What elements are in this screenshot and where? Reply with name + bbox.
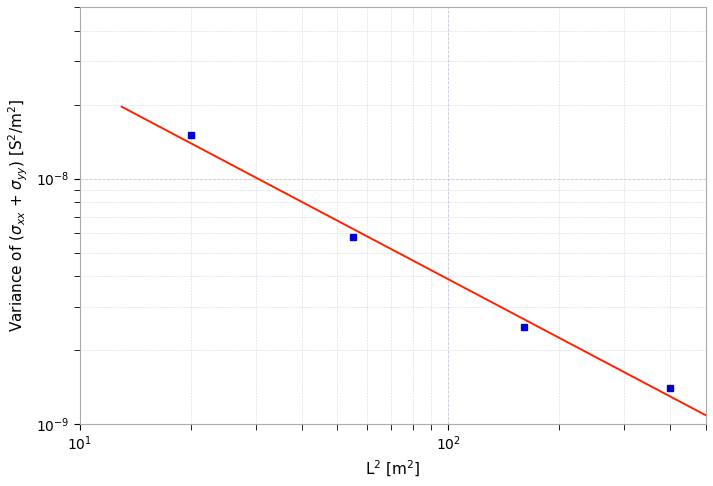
Y-axis label: Variance of ($\sigma_{xx}$ + $\sigma_{yy}$) [S$^2$/m$^2$]: Variance of ($\sigma_{xx}$ + $\sigma_{yy… [7,99,30,332]
X-axis label: L$^2$ [m$^2$]: L$^2$ [m$^2$] [365,459,421,479]
